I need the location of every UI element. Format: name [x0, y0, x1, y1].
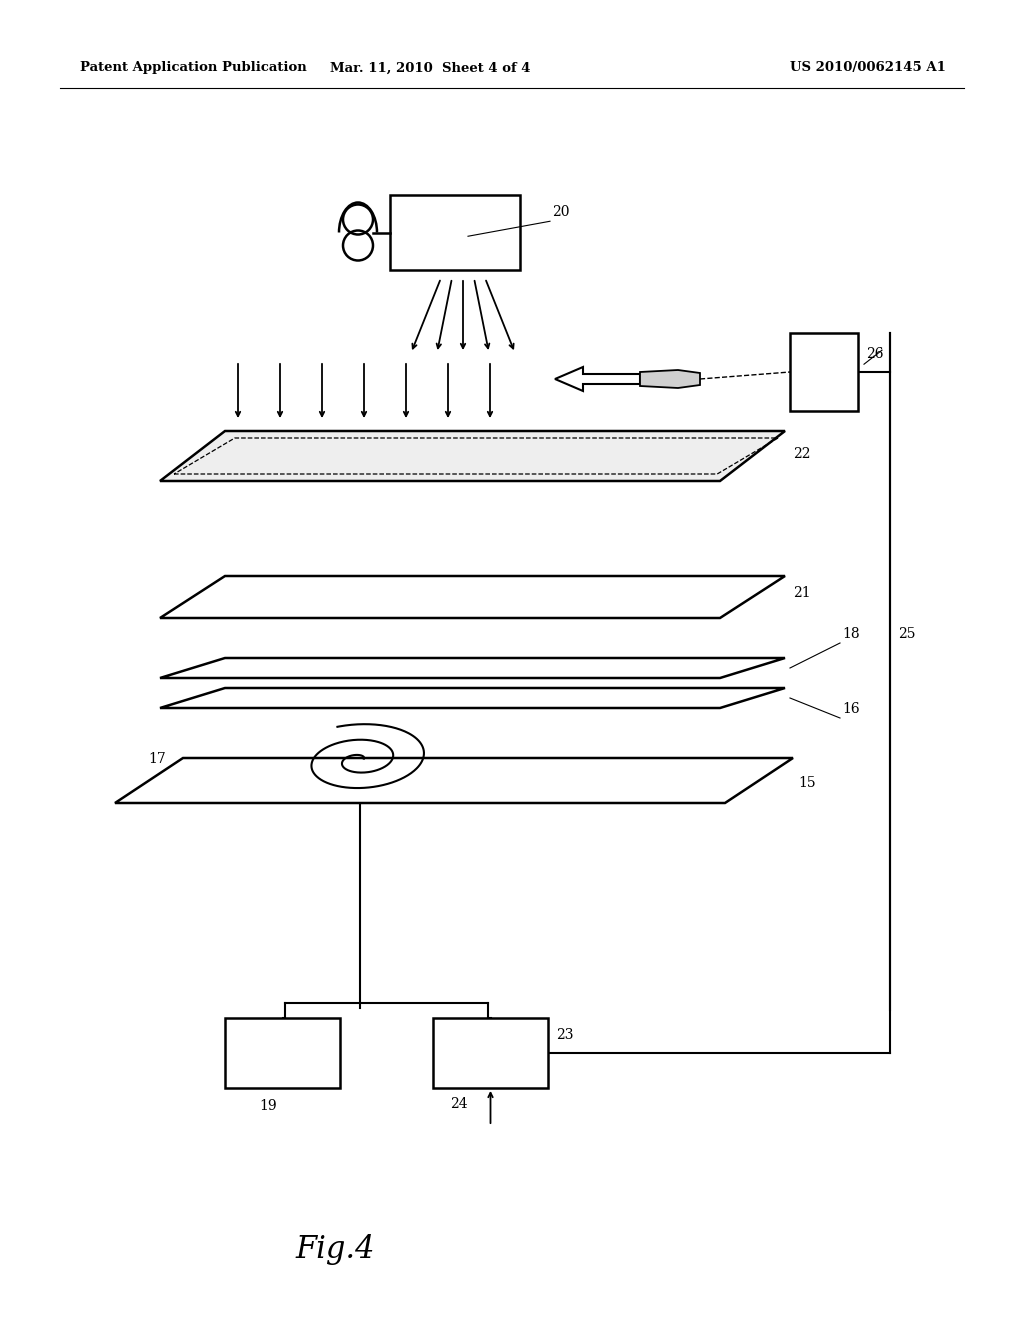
Polygon shape	[640, 370, 700, 388]
Text: 21: 21	[793, 586, 811, 601]
Text: 16: 16	[842, 702, 859, 715]
Text: 26: 26	[866, 347, 884, 360]
Text: 15: 15	[798, 776, 816, 791]
Text: 22: 22	[793, 447, 811, 462]
Text: 24: 24	[451, 1097, 468, 1111]
Bar	[390, 195, 520, 271]
Text: Patent Application Publication: Patent Application Publication	[80, 62, 307, 74]
Text: 23: 23	[556, 1028, 573, 1041]
Text: 25: 25	[898, 627, 915, 640]
Text: 19: 19	[259, 1100, 278, 1113]
Bar	[790, 333, 858, 411]
Text: Fig.4: Fig.4	[295, 1234, 375, 1265]
Polygon shape	[115, 758, 793, 803]
Text: 20: 20	[552, 205, 569, 219]
Text: 18: 18	[842, 627, 859, 642]
Polygon shape	[160, 688, 785, 708]
Polygon shape	[160, 432, 785, 480]
Polygon shape	[160, 657, 785, 678]
Polygon shape	[160, 576, 785, 618]
Text: US 2010/0062145 A1: US 2010/0062145 A1	[790, 62, 946, 74]
Text: Mar. 11, 2010  Sheet 4 of 4: Mar. 11, 2010 Sheet 4 of 4	[330, 62, 530, 74]
Bar	[433, 1018, 548, 1088]
Polygon shape	[555, 367, 640, 391]
Text: 17: 17	[148, 752, 166, 766]
Bar	[225, 1018, 340, 1088]
